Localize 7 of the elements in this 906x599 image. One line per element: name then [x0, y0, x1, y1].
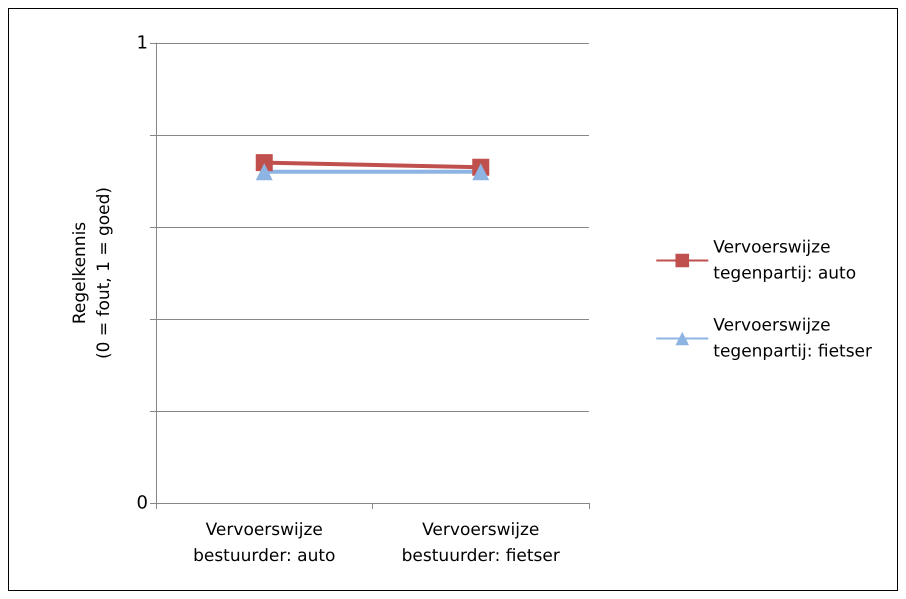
y-tick-label: 0 — [136, 492, 148, 514]
y-tick-label: 1 — [136, 32, 148, 54]
x-tick-label: Vervoerswijze bestuurder: fietser — [402, 520, 560, 566]
legend-label: Vervoerswijze tegenpartij: auto — [713, 238, 856, 284]
x-tick-label: Vervoerswijze bestuurder: auto — [193, 520, 336, 566]
legend-label: Vervoerswijze tegenpartij: fietser — [713, 316, 872, 362]
y-axis-title: Regelkennis (0 = fout, 1 = goed) — [70, 186, 114, 360]
